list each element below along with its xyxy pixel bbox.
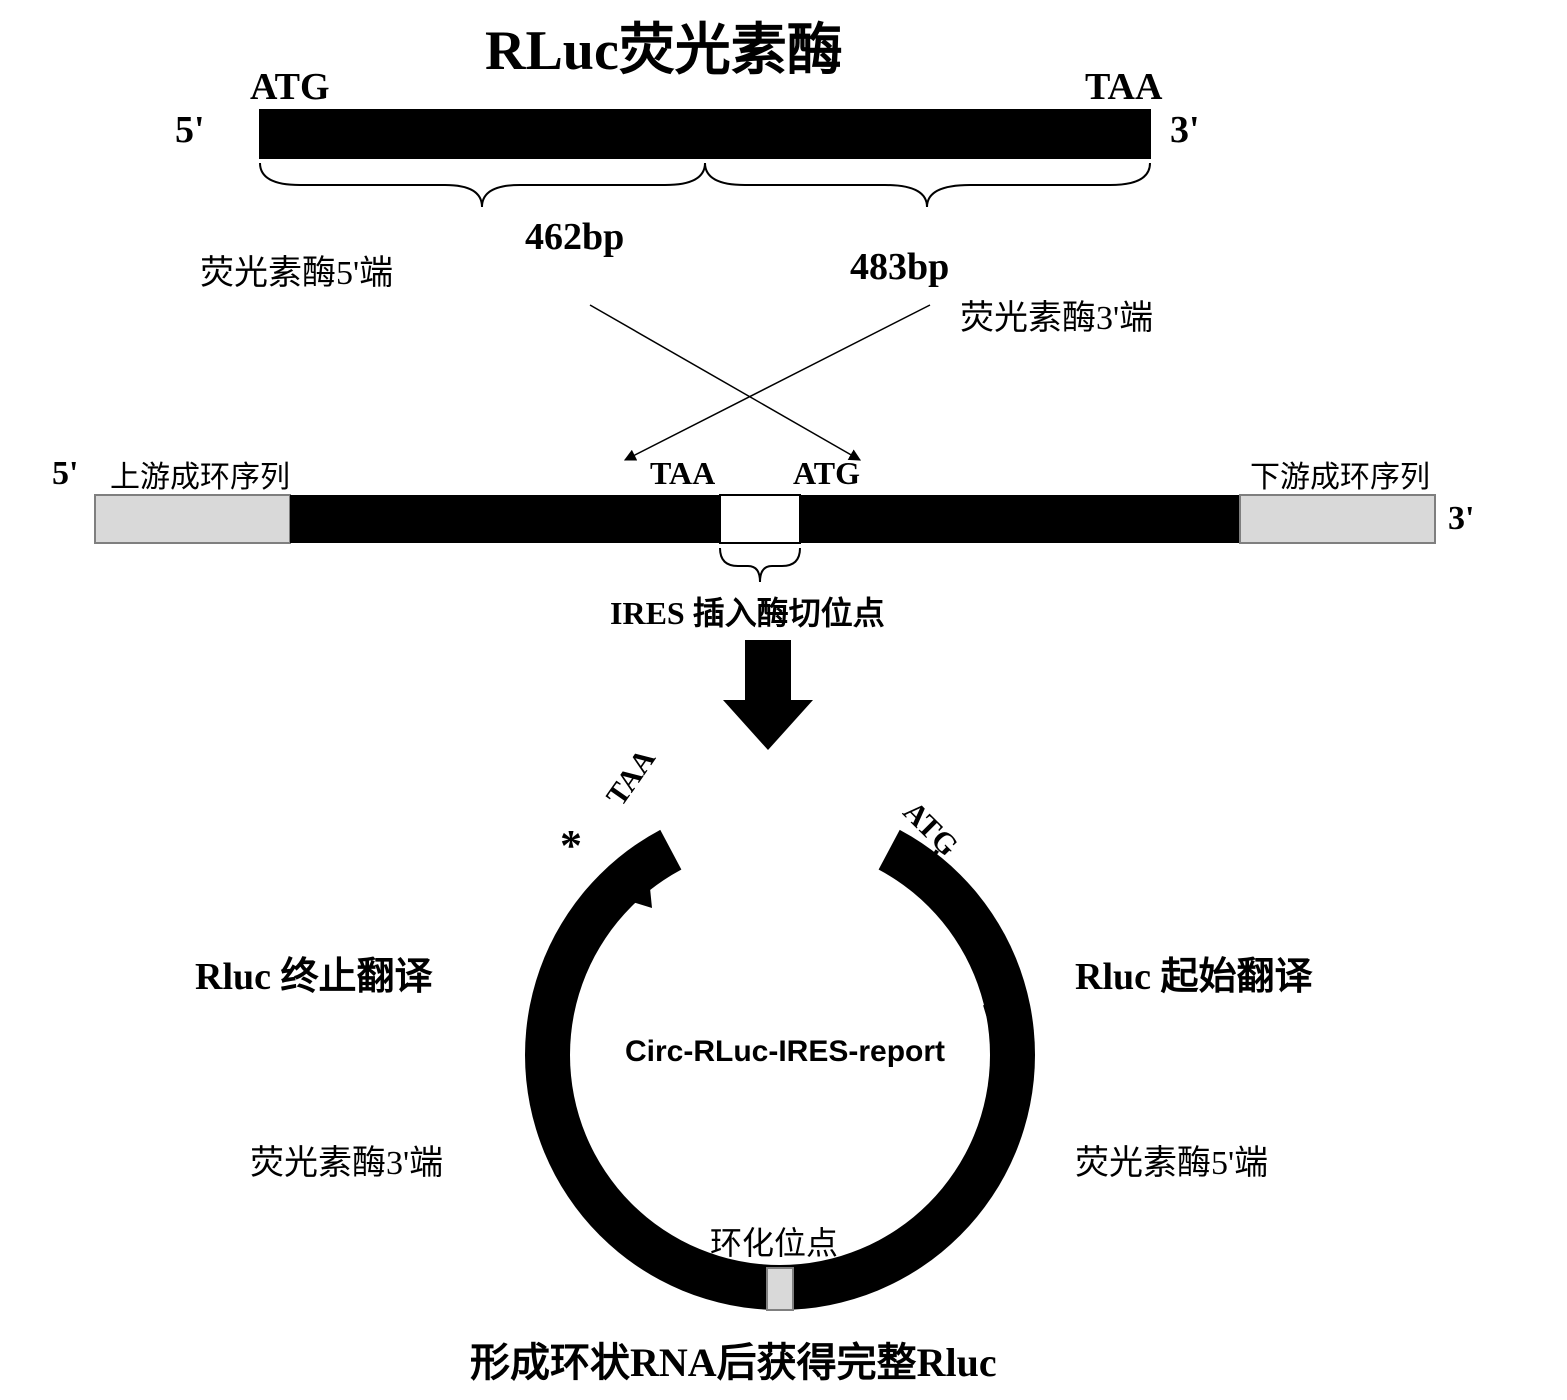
- mid-black-left: [290, 495, 720, 543]
- circ-stop-trans: Rluc 终止翻译: [195, 945, 433, 1000]
- flank-right: [1240, 495, 1435, 543]
- top-luc5-label: 荧光素酶5'端: [200, 245, 393, 294]
- top-3prime: 3': [1170, 108, 1200, 152]
- svg-overlay: [0, 0, 1567, 1400]
- diagram-canvas: RLuc荧光素酶: [0, 0, 1567, 1400]
- bottom-caption: 形成环状RNA后获得完整Rluc: [470, 1330, 997, 1388]
- circ-luc5: 荧光素酶5'端: [1075, 1135, 1268, 1184]
- top-5prime: 5': [175, 108, 205, 152]
- mcs-box: [720, 495, 800, 543]
- top-brace-right: [705, 163, 1150, 207]
- top-bar: [260, 110, 1150, 158]
- mid-atg: ATG: [793, 455, 860, 492]
- mid-3prime: 3': [1448, 500, 1474, 538]
- mid-upstream: 上游成环序列: [110, 452, 290, 496]
- mcs-brace: [720, 548, 800, 582]
- site-box: [767, 1268, 793, 1310]
- top-luc3-label: 荧光素酶3'端: [960, 290, 1153, 339]
- circ-star: *: [560, 820, 582, 871]
- circ-start-trans: Rluc 起始翻译: [1075, 945, 1313, 1000]
- top-brace-left: [260, 163, 705, 207]
- cross-arrow-a: [590, 305, 860, 460]
- top-taa-label: TAA: [1085, 65, 1162, 109]
- top-462bp: 462bp: [525, 215, 624, 259]
- circ-name: Circ-RLuc-IRES-report: [625, 1035, 945, 1069]
- top-atg-label: ATG: [250, 65, 330, 109]
- mid-taa: TAA: [650, 455, 715, 492]
- circ-luc3: 荧光素酶3'端: [250, 1135, 443, 1184]
- mid-downstream: 下游成环序列: [1250, 452, 1430, 496]
- mid-ires-label: IRES 插入酶切位点: [610, 588, 885, 634]
- circ-site-label: 环化位点: [710, 1218, 838, 1264]
- flank-left: [95, 495, 290, 543]
- cross-arrow-b: [625, 305, 930, 460]
- top-483bp: 483bp: [850, 245, 949, 289]
- big-down-arrow: [723, 640, 813, 750]
- mid-black-right: [800, 495, 1240, 543]
- mid-5prime: 5': [52, 455, 78, 493]
